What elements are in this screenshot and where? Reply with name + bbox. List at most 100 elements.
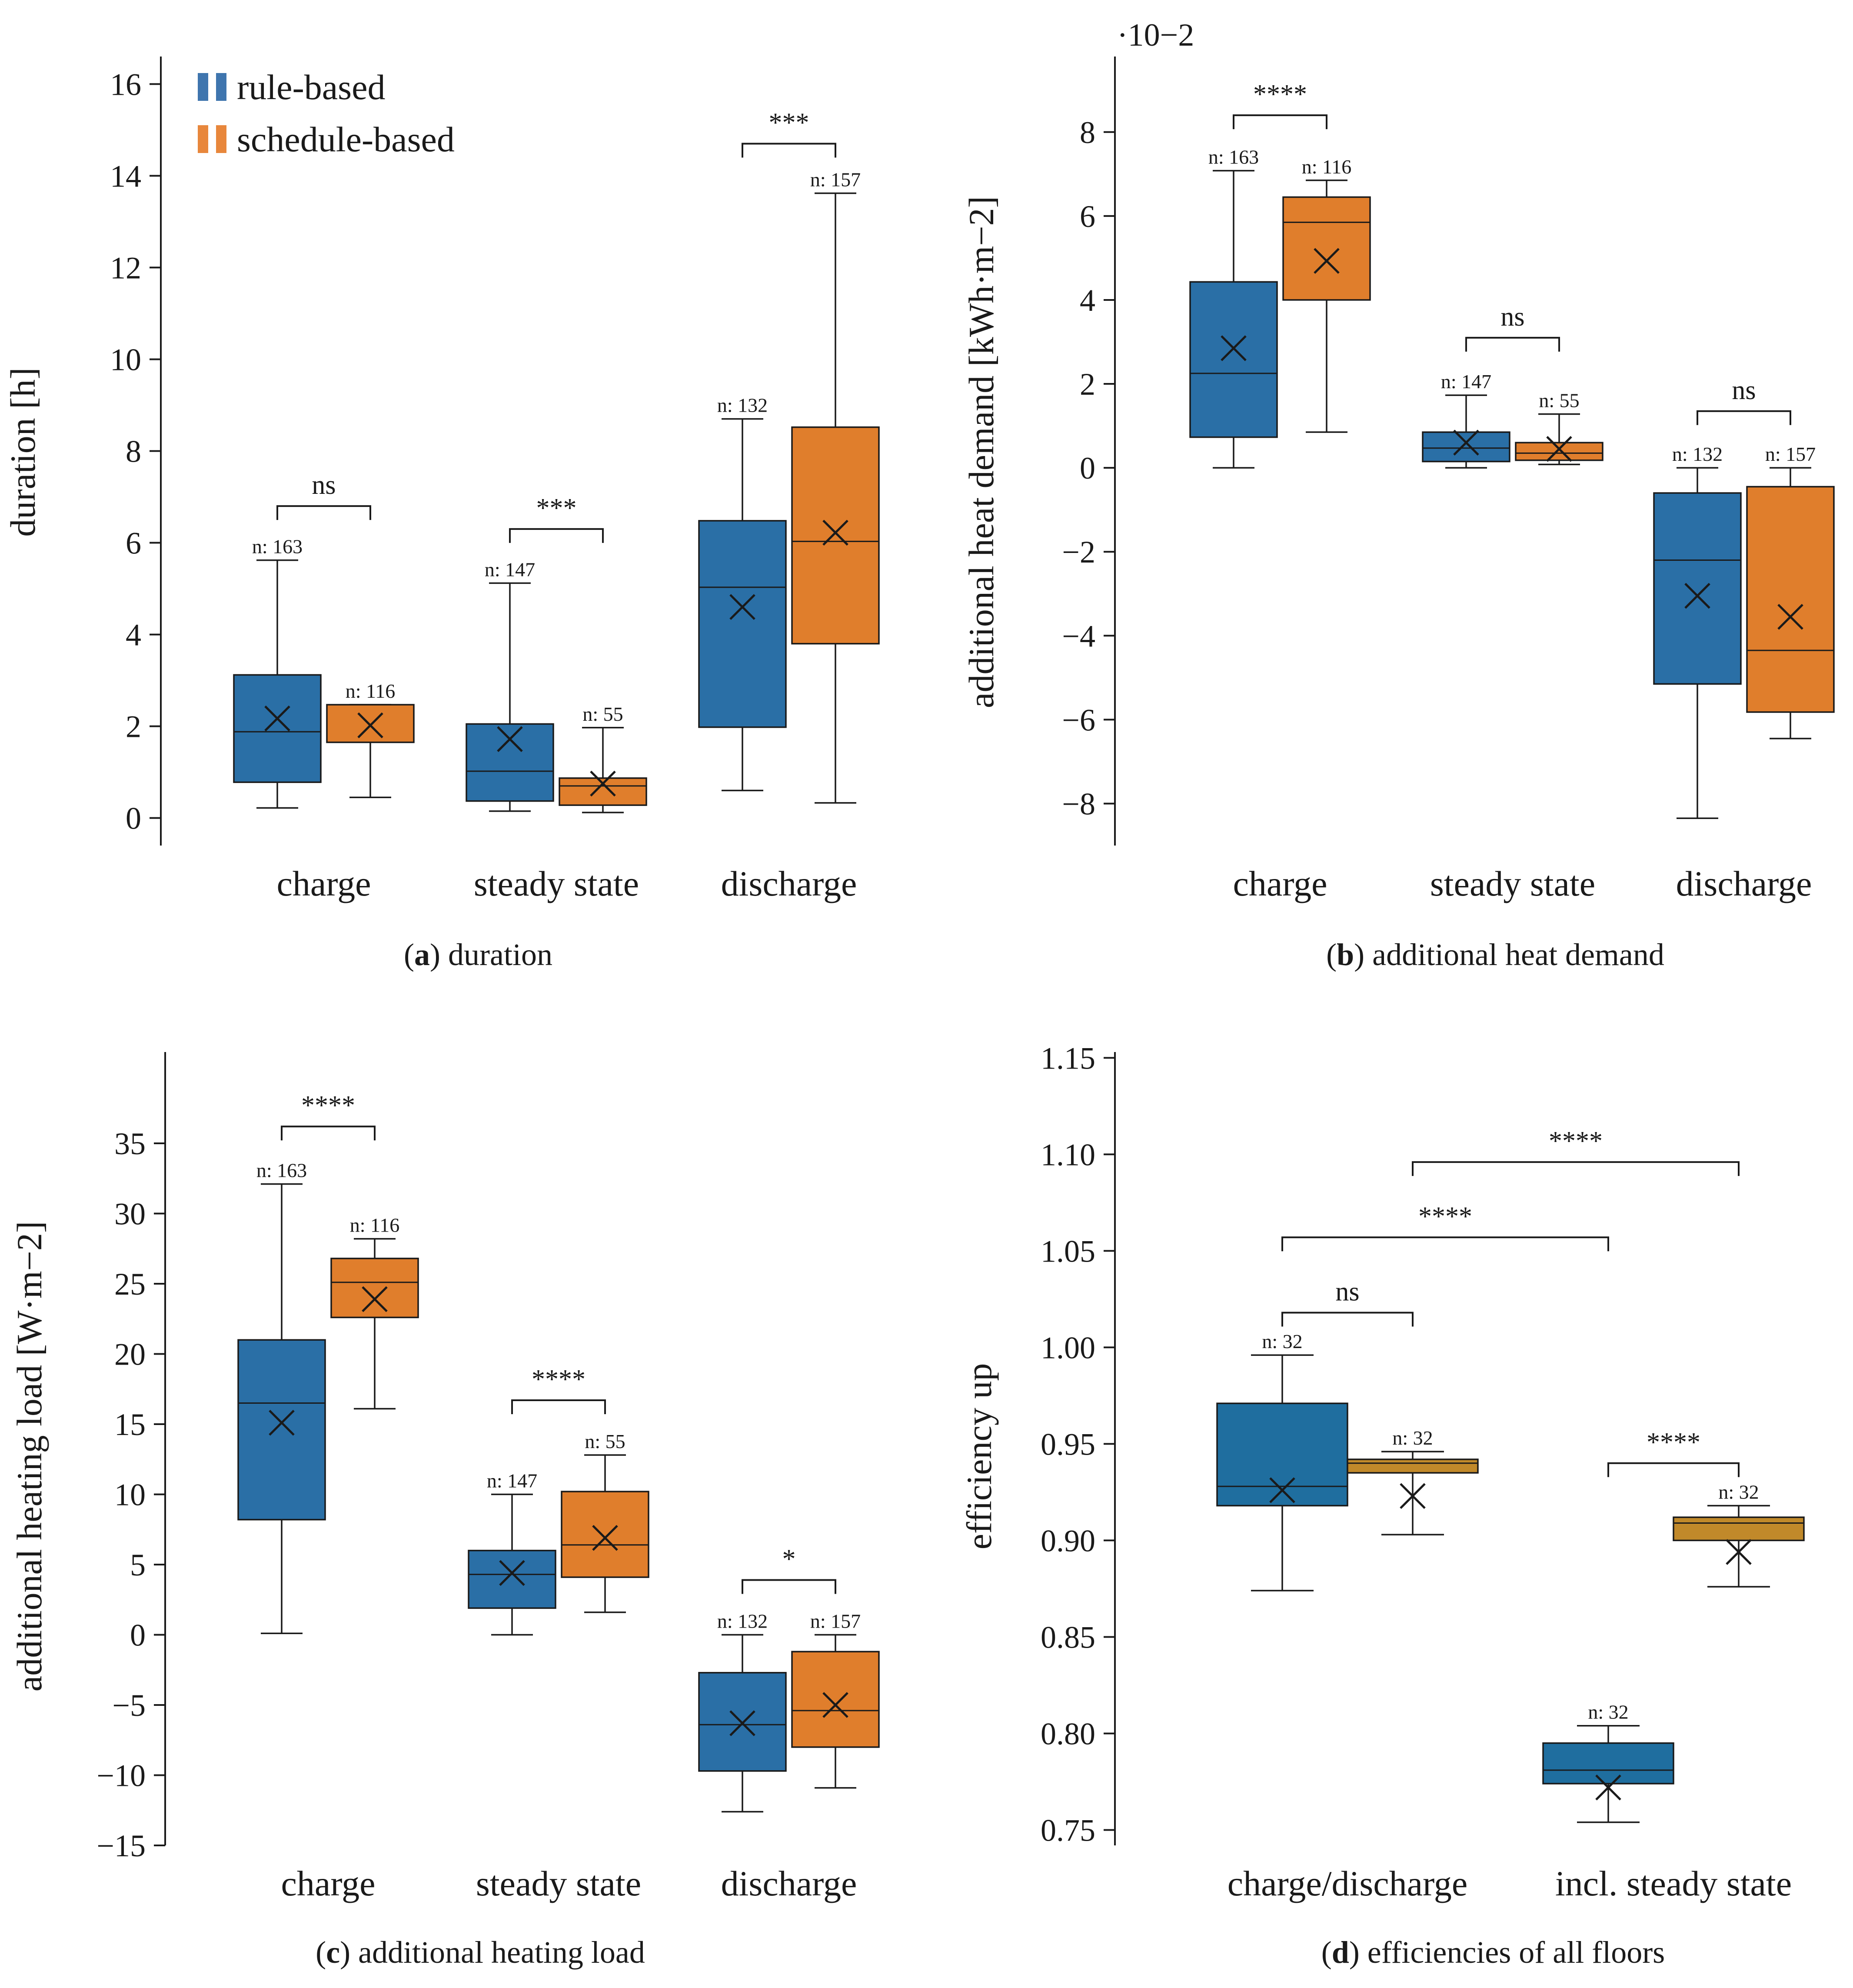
- iqr-box: [330, 1258, 419, 1319]
- category-label: incl. steady state: [1555, 1864, 1792, 1903]
- bracket-line: [511, 1399, 606, 1415]
- iqr-box: [791, 426, 880, 645]
- mean-marker: [1400, 1483, 1426, 1509]
- significance-bracket: ****: [1412, 1126, 1740, 1176]
- iqr-box: [1746, 486, 1835, 713]
- iqr-box: [698, 520, 787, 728]
- panel-caption: (d) efficiencies of all floors: [1321, 1935, 1665, 1970]
- y-tick-label: −15: [96, 1828, 146, 1863]
- mean-marker: [1684, 583, 1710, 609]
- significance-label: ****: [1253, 80, 1307, 109]
- y-tick-label: 0.95: [1041, 1427, 1095, 1462]
- y-tick-label: 6: [1080, 199, 1095, 234]
- box-rule-based: n: 147: [468, 1469, 556, 1636]
- iqr-box: [233, 674, 322, 783]
- mean-marker: [357, 712, 383, 739]
- sample-size-label: n: 116: [350, 1214, 400, 1236]
- significance-label: ****: [1549, 1126, 1603, 1156]
- y-axis-title: additional heating load [W·m−2]: [10, 1221, 49, 1692]
- legend-item: schedule-based: [198, 120, 455, 159]
- iqr-box: [468, 1549, 556, 1609]
- panel-caption: (a) duration: [404, 937, 552, 972]
- category-label: steady state: [474, 864, 639, 903]
- y-tick-label: 16: [110, 67, 141, 102]
- bracket-line: [1607, 1462, 1740, 1477]
- box-schedule-based: n: 55: [559, 703, 647, 813]
- sample-size-label: n: 55: [1539, 390, 1579, 412]
- iqr-box: [1673, 1516, 1805, 1542]
- box-rule-based: n: 163: [237, 1159, 326, 1635]
- significance-bracket: ****: [281, 1091, 376, 1141]
- box-schedule-based: n: 55: [561, 1430, 649, 1613]
- y-tick-label: −8: [1062, 786, 1095, 821]
- box-schedule-based: n: 157: [791, 1610, 880, 1789]
- panels: 0 2 4 6 8 10 12 14 16 duration [h] charge steady st…: [3, 17, 1835, 1970]
- mean-marker: [497, 726, 523, 752]
- y-tick-label: 0.80: [1041, 1716, 1095, 1751]
- significance-label: ****: [1647, 1428, 1700, 1457]
- box-schedule-based: n: 116: [330, 1214, 419, 1410]
- box-rule-based: n: 32: [1542, 1701, 1674, 1823]
- iqr-box: [1282, 196, 1371, 301]
- sample-size-label: n: 132: [1672, 443, 1723, 465]
- category-label: discharge: [721, 1864, 857, 1903]
- panel-b: −8 −6 −4 −2 0 2 4 6 8 additional heat demand [kWh…: [961, 17, 1835, 972]
- mean-marker: [1221, 335, 1247, 361]
- significance-label: ***: [536, 493, 577, 523]
- y-tick-label: 10: [114, 1477, 146, 1512]
- significance-bracket: *: [742, 1545, 836, 1594]
- y-tick-label: −4: [1062, 619, 1095, 653]
- y-tick-label: −10: [96, 1758, 146, 1793]
- significance-bracket: ***: [509, 493, 604, 543]
- significance-bracket: ****: [1607, 1428, 1740, 1477]
- y-axis-title: additional heat demand [kWh·m−2]: [961, 196, 1001, 708]
- y-tick-label: 2: [126, 709, 141, 744]
- category-label: steady state: [476, 1864, 641, 1903]
- y-axis-title: efficiency up: [959, 1363, 999, 1550]
- sample-size-label: n: 147: [485, 558, 535, 580]
- sample-size-label: n: 147: [1441, 370, 1491, 393]
- y-axis-title: duration [h]: [3, 367, 43, 536]
- iqr-box: [791, 1651, 880, 1748]
- legend-swatch: [216, 125, 226, 153]
- y-tick-label: 4: [126, 618, 141, 653]
- box-rule-based: n: 32: [1216, 1330, 1348, 1592]
- sample-size-label: n: 157: [1765, 443, 1816, 465]
- significance-bracket: ****: [1233, 80, 1327, 130]
- y-tick-label: 20: [114, 1337, 146, 1372]
- significance-label: ***: [769, 108, 809, 137]
- category-label: charge/discharge: [1228, 1864, 1468, 1903]
- mean-marker: [499, 1560, 525, 1586]
- box-rule-based: n: 163: [233, 536, 322, 809]
- bracket-line: [1697, 410, 1791, 425]
- significance-bracket: ****: [1281, 1202, 1609, 1252]
- iqr-box: [1653, 492, 1742, 685]
- legend-label: rule-based: [237, 67, 386, 107]
- category-label: charge: [1233, 864, 1327, 903]
- mean-marker: [1453, 430, 1479, 456]
- sample-size-label: n: 32: [1392, 1427, 1433, 1449]
- mean-marker: [1777, 604, 1803, 630]
- box-rule-based: n: 147: [466, 558, 554, 812]
- y-tick-label: 0: [1080, 451, 1095, 486]
- y-tick-label: 0: [126, 801, 141, 836]
- sample-size-label: n: 116: [346, 680, 396, 702]
- mean-marker: [822, 519, 848, 546]
- sample-size-label: n: 116: [1302, 156, 1352, 178]
- category-label: discharge: [721, 864, 857, 903]
- box-schedule-based: n: 116: [326, 680, 415, 798]
- box-rule-based: n: 147: [1422, 370, 1510, 469]
- bracket-line: [1465, 336, 1560, 352]
- mean-marker: [729, 594, 755, 620]
- bracket-line: [1281, 1312, 1414, 1327]
- mean-marker: [592, 1525, 618, 1551]
- iqr-box: [237, 1339, 326, 1521]
- iqr-box: [1189, 281, 1278, 438]
- panel-d: 0.75 0.80 0.85 0.90 0.95 1.00 1.05 1.10 1.15 effi…: [959, 1041, 1805, 1970]
- panel-a: 0 2 4 6 8 10 12 14 16 duration [h] charge steady st…: [3, 57, 880, 972]
- significance-label: ****: [1418, 1202, 1472, 1231]
- box-rule-based: n: 132: [1653, 443, 1742, 819]
- sample-size-label: n: 157: [810, 1610, 861, 1632]
- mean-marker: [590, 770, 616, 797]
